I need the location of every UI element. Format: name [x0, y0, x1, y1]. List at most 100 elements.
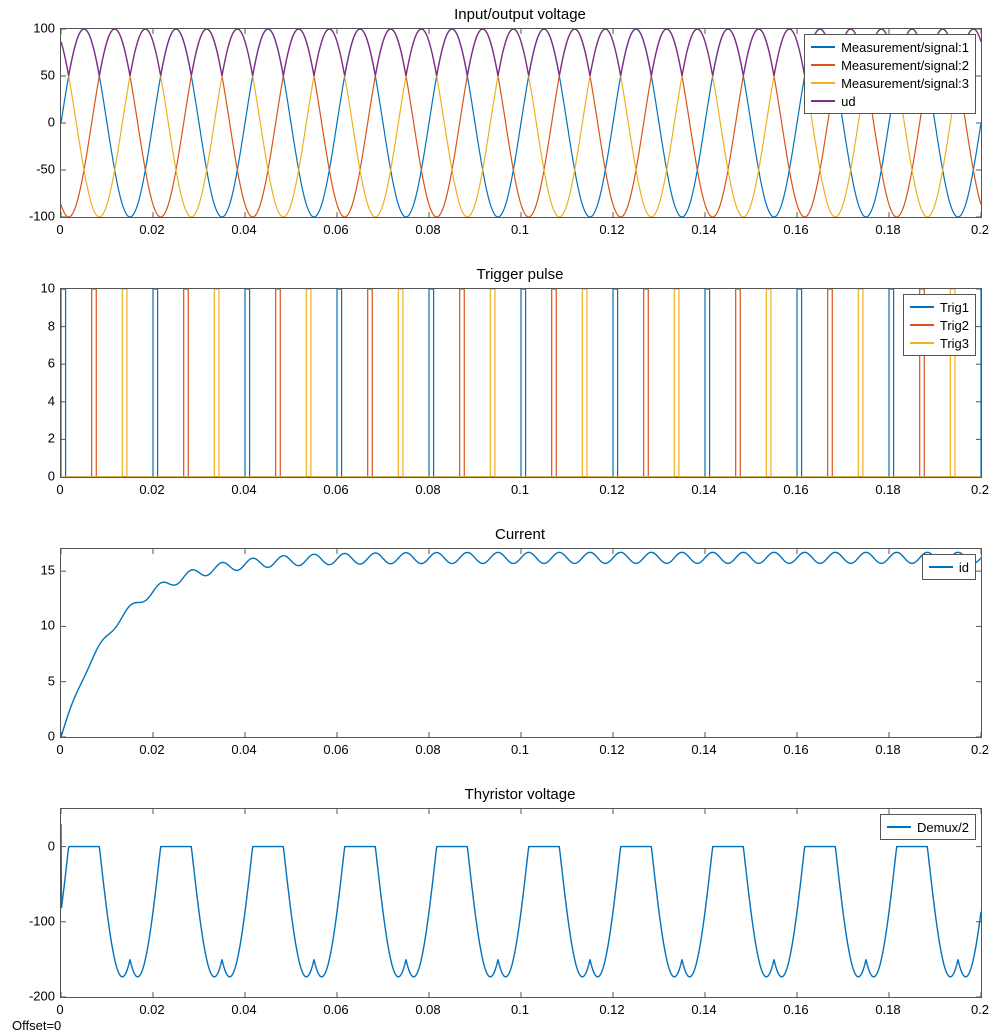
- xtick-label: 0.18: [863, 742, 913, 757]
- subplot-2: Currentid05101500.020.040.060.080.10.120…: [60, 548, 980, 776]
- plot-svg: [61, 549, 981, 737]
- xtick-label: 0.2: [955, 482, 1003, 497]
- ytick-label: 0: [5, 730, 55, 743]
- legend-item: Demux/2: [887, 818, 969, 836]
- xtick-label: 0.02: [127, 482, 177, 497]
- xtick-label: 0.12: [587, 482, 637, 497]
- xtick-label: 0: [35, 742, 85, 757]
- xtick-label: 0.06: [311, 1002, 361, 1017]
- subplot-0: Input/output voltageMeasurement/signal:1…: [60, 28, 980, 256]
- legend-label: Trig1: [940, 300, 969, 315]
- xtick-label: 0.04: [219, 222, 269, 237]
- series-line: [61, 552, 981, 737]
- xtick-label: 0.14: [679, 222, 729, 237]
- plot-area: Measurement/signal:1 Measurement/signal:2…: [60, 28, 982, 218]
- legend-item: ud: [811, 92, 969, 110]
- ytick-label: 4: [5, 394, 55, 407]
- legend: Measurement/signal:1 Measurement/signal:2…: [804, 34, 976, 114]
- xtick-label: 0.16: [771, 1002, 821, 1017]
- ytick-label: 0: [5, 470, 55, 483]
- legend-label: Trig2: [940, 318, 969, 333]
- xtick-label: 0.06: [311, 482, 361, 497]
- xtick-label: 0: [35, 1002, 85, 1017]
- legend-swatch: [929, 566, 953, 568]
- legend-label: Demux/2: [917, 820, 969, 835]
- legend-item: Trig3: [910, 334, 969, 352]
- legend-item: id: [929, 558, 969, 576]
- subplot-title: Thyristor voltage: [60, 786, 980, 803]
- xtick-label: 0.12: [587, 1002, 637, 1017]
- ytick-label: 15: [5, 564, 55, 577]
- ytick-label: -200: [5, 990, 55, 1003]
- xtick-label: 0.16: [771, 222, 821, 237]
- legend-label: Measurement/signal:1: [841, 40, 969, 55]
- legend-swatch: [811, 46, 835, 48]
- legend-item: Measurement/signal:2: [811, 56, 969, 74]
- xtick-label: 0.14: [679, 482, 729, 497]
- xtick-label: 0.1: [495, 742, 545, 757]
- xtick-label: 0.1: [495, 1002, 545, 1017]
- legend-swatch: [910, 306, 934, 308]
- xtick-label: 0.2: [955, 742, 1003, 757]
- ytick-label: -100: [5, 210, 55, 223]
- xtick-label: 0.18: [863, 482, 913, 497]
- xtick-label: 0.08: [403, 222, 453, 237]
- plot-area: Trig1 Trig2 Trig3: [60, 288, 982, 478]
- legend-item: Measurement/signal:1: [811, 38, 969, 56]
- xtick-label: 0.14: [679, 742, 729, 757]
- legend-label: Trig3: [940, 336, 969, 351]
- legend: Trig1 Trig2 Trig3: [903, 294, 976, 356]
- xtick-label: 0.06: [311, 222, 361, 237]
- plot-svg: [61, 809, 981, 997]
- xtick-label: 0.08: [403, 482, 453, 497]
- xtick-label: 0.04: [219, 1002, 269, 1017]
- xtick-label: 0.16: [771, 482, 821, 497]
- legend-label: ud: [841, 94, 855, 109]
- ytick-label: 8: [5, 319, 55, 332]
- legend-swatch: [811, 100, 835, 102]
- xtick-label: 0.04: [219, 482, 269, 497]
- xtick-label: 0.04: [219, 742, 269, 757]
- ytick-label: 6: [5, 357, 55, 370]
- xtick-label: 0.08: [403, 1002, 453, 1017]
- ytick-label: 0: [5, 839, 55, 852]
- legend-swatch: [811, 64, 835, 66]
- ytick-label: 0: [5, 116, 55, 129]
- plot-area: Demux/2: [60, 808, 982, 998]
- xtick-label: 0.1: [495, 482, 545, 497]
- legend-swatch: [887, 826, 911, 828]
- xtick-label: 0.2: [955, 222, 1003, 237]
- xtick-label: 0: [35, 482, 85, 497]
- ytick-label: -50: [5, 163, 55, 176]
- legend: Demux/2: [880, 814, 976, 840]
- xtick-label: 0.18: [863, 222, 913, 237]
- legend-swatch: [811, 82, 835, 84]
- xtick-label: 0.2: [955, 1002, 1003, 1017]
- legend-item: Measurement/signal:3: [811, 74, 969, 92]
- ytick-label: 10: [5, 619, 55, 632]
- xtick-label: 0.16: [771, 742, 821, 757]
- xtick-label: 0.14: [679, 1002, 729, 1017]
- legend-label: Measurement/signal:2: [841, 58, 969, 73]
- legend-swatch: [910, 324, 934, 326]
- xtick-label: 0: [35, 222, 85, 237]
- xtick-label: 0.18: [863, 1002, 913, 1017]
- legend-item: Trig2: [910, 316, 969, 334]
- legend-label: Measurement/signal:3: [841, 76, 969, 91]
- subplot-3: Thyristor voltageDemux/2-200-100000.020.…: [60, 808, 980, 1036]
- legend: id: [922, 554, 976, 580]
- series-line: [61, 824, 981, 977]
- xtick-label: 0.02: [127, 1002, 177, 1017]
- xtick-label: 0.12: [587, 742, 637, 757]
- subplot-title: Trigger pulse: [60, 266, 980, 283]
- ytick-label: 50: [5, 69, 55, 82]
- legend-item: Trig1: [910, 298, 969, 316]
- legend-swatch: [910, 342, 934, 344]
- xtick-label: 0.02: [127, 742, 177, 757]
- xtick-label: 0.02: [127, 222, 177, 237]
- subplot-title: Current: [60, 526, 980, 543]
- ytick-label: 100: [5, 22, 55, 35]
- xtick-label: 0.12: [587, 222, 637, 237]
- subplot-1: Trigger pulseTrig1Trig2Trig3024681000.02…: [60, 288, 980, 516]
- legend-label: id: [959, 560, 969, 575]
